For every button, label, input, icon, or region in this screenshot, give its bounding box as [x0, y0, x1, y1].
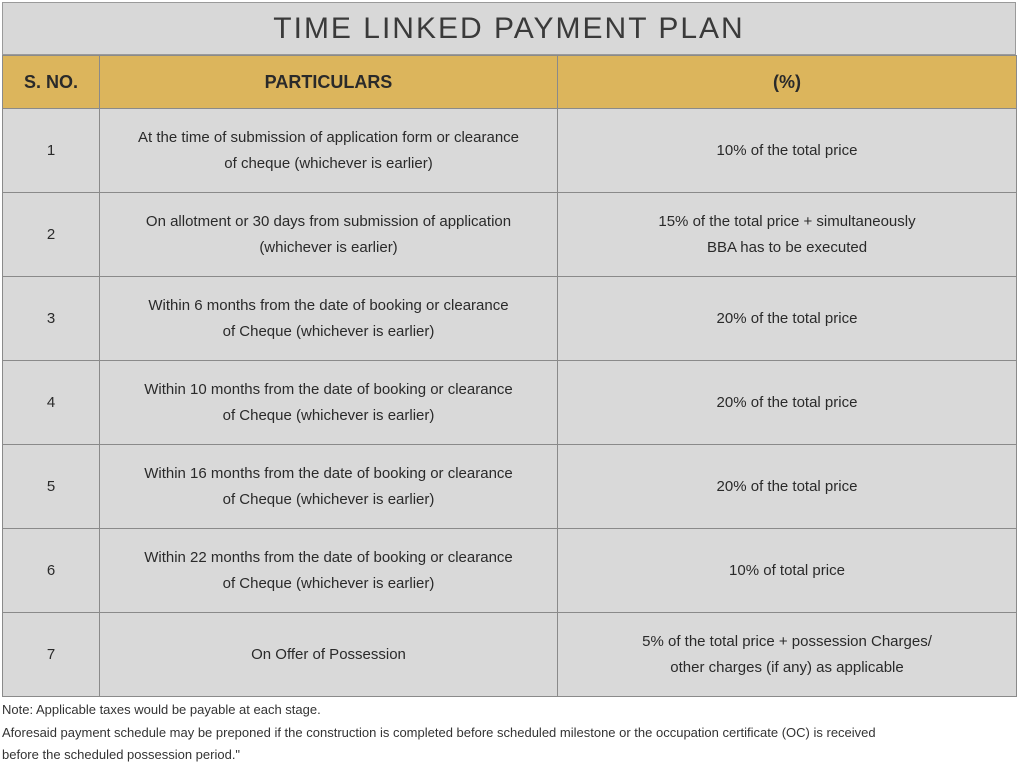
particulars-cell: On allotment or 30 days from submission … — [99, 192, 558, 277]
percent-cell: 10% of total price — [557, 528, 1017, 613]
table-row: 7 On Offer of Possession 5% of the total p… — [2, 612, 1017, 697]
particulars-cell: Within 22 months from the date of bookin… — [99, 528, 558, 613]
particulars-line: On Offer of Possession — [251, 645, 406, 663]
percent-cell: 5% of the total price + possession Charg… — [557, 612, 1017, 697]
header-cell: (%) — [557, 55, 1017, 109]
particulars-line: of Cheque (whichever is earlier) — [222, 322, 435, 340]
particulars-line: (whichever is earlier) — [259, 238, 398, 256]
serial-cell: 2 — [2, 192, 100, 277]
particulars-line: of Cheque (whichever is earlier) — [222, 574, 435, 592]
serial-cell: 6 — [2, 528, 100, 613]
note-line: Aforesaid payment schedule may be prepon… — [2, 724, 876, 740]
percent-line: 20% of the total price — [716, 477, 858, 495]
serial-cell: 1 — [2, 108, 100, 193]
particulars-line: Within 22 months from the date of bookin… — [144, 548, 513, 566]
percent-cell: 20% of the total price — [557, 360, 1017, 445]
header-cell: S. NO. — [2, 55, 100, 109]
notes: Note: Applicable taxes would be payable … — [2, 699, 876, 767]
particulars-line: Within 10 months from the date of bookin… — [144, 380, 513, 398]
note-line: Note: Applicable taxes would be payable … — [2, 702, 321, 717]
particulars-line: of Cheque (whichever is earlier) — [222, 490, 435, 508]
note-line: before the scheduled possession period." — [2, 747, 241, 762]
particulars-cell: Within 10 months from the date of bookin… — [99, 360, 558, 445]
table-body: 1 At the time of submission of applicatio… — [2, 108, 1017, 697]
table-row: 5 Within 16 months from the date of booki… — [2, 444, 1017, 529]
particulars-cell: At the time of submission of application… — [99, 108, 558, 193]
particulars-line: At the time of submission of application… — [137, 128, 519, 146]
table-row: 4 Within 10 months from the date of booki… — [2, 360, 1017, 445]
header-cell: PARTICULARS — [99, 55, 558, 109]
plan-table: S. NO. PARTICULARS (%) 1 At the time of s… — [2, 55, 1017, 697]
table-row: 2 On allotment or 30 days from submission… — [2, 192, 1017, 277]
percent-line: 15% of the total price + simultaneously — [658, 212, 916, 230]
percent-line: other charges (if any) as applicable — [670, 658, 904, 676]
percent-cell: 10% of the total price — [557, 108, 1017, 193]
percent-line: 5% of the total price + possession Charg… — [642, 632, 932, 650]
particulars-line: of Cheque (whichever is earlier) — [222, 406, 435, 424]
percent-line: BBA has to be executed — [706, 238, 868, 256]
particulars-cell: Within 6 months from the date of booking… — [99, 276, 558, 361]
table-row: 6 Within 22 months from the date of booki… — [2, 528, 1017, 613]
particulars-cell: On Offer of Possession — [99, 612, 558, 697]
title: TIME LINKED PAYMENT PLAN — [2, 2, 1016, 55]
percent-line: 20% of the total price — [716, 393, 858, 411]
percent-cell: 15% of the total price + simultaneously B… — [557, 192, 1017, 277]
percent-line: 10% of the total price — [716, 141, 858, 159]
particulars-line: Within 6 months from the date of booking… — [148, 296, 509, 314]
serial-cell: 4 — [2, 360, 100, 445]
particulars-line: of cheque (whichever is earlier) — [224, 154, 433, 172]
percent-line: 20% of the total price — [716, 309, 858, 327]
particulars-line: Within 16 months from the date of bookin… — [144, 464, 513, 482]
serial-cell: 7 — [2, 612, 100, 697]
table-row: 1 At the time of submission of applicatio… — [2, 108, 1017, 193]
table-row: 3 Within 6 months from the date of bookin… — [2, 276, 1017, 361]
header-row: S. NO. PARTICULARS (%) — [2, 55, 1017, 109]
percent-line: 10% of total price — [729, 561, 845, 579]
serial-cell: 3 — [2, 276, 100, 361]
percent-cell: 20% of the total price — [557, 444, 1017, 529]
particulars-line: On allotment or 30 days from submission … — [145, 212, 512, 230]
payment-plan: TIME LINKED PAYMENT PLAN S. NO. PARTICUL… — [2, 2, 1017, 697]
serial-cell: 5 — [2, 444, 100, 529]
percent-cell: 20% of the total price — [557, 276, 1017, 361]
particulars-cell: Within 16 months from the date of bookin… — [99, 444, 558, 529]
